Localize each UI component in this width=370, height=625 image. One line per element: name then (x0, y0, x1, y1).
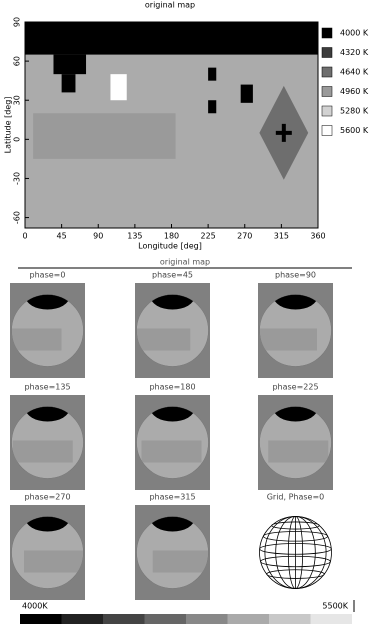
band (24, 550, 84, 573)
colorbar-step (144, 614, 186, 624)
sphere (11, 406, 84, 479)
x-tick-label: 270 (237, 232, 252, 241)
x-tick-label: 0 (22, 232, 27, 241)
colorbar-step (61, 614, 103, 624)
legend-swatch (321, 47, 333, 58)
map-title: original map (145, 1, 195, 10)
panels-label: original map (160, 258, 210, 267)
sphere (11, 294, 84, 367)
sphere (259, 406, 332, 479)
colorbar-step (20, 614, 62, 624)
y-tick-label: -60 (13, 211, 22, 224)
sphere (259, 294, 332, 367)
colorbar-step (227, 614, 269, 624)
legend-swatch (321, 125, 333, 136)
x-tick-label: 225 (200, 232, 215, 241)
y-tick-label: -30 (13, 172, 22, 185)
band (268, 440, 329, 463)
x-tick-label: 315 (274, 232, 289, 241)
polar-cap (273, 406, 318, 422)
polar-cap (150, 406, 195, 422)
legend-label: 4960 K (340, 87, 369, 96)
x-tick-label: 90 (93, 232, 103, 241)
region (25, 22, 318, 55)
sphere (136, 516, 209, 589)
y-tick-label: 30 (13, 95, 22, 105)
colorbar-step (269, 614, 311, 624)
y-tick-label: 0 (13, 137, 22, 142)
band (136, 328, 191, 351)
region (110, 74, 127, 101)
panel-title: phase=45 (152, 271, 193, 280)
polar-cap (25, 294, 70, 310)
band (152, 550, 209, 573)
region (61, 74, 76, 93)
polar-cap (25, 406, 70, 422)
x-tick-label: 180 (164, 232, 179, 241)
legend-swatch (321, 105, 333, 117)
legend-swatch (321, 66, 333, 78)
region (33, 113, 176, 159)
legend-swatch (321, 27, 333, 39)
legend-label: 4320 K (340, 48, 369, 57)
x-tick-label: 360 (310, 232, 325, 241)
polar-cap (273, 294, 318, 310)
band (11, 328, 62, 351)
polar-cap (150, 294, 195, 310)
x-axis-label: Longitude [deg] (138, 242, 202, 251)
y-tick-label: 90 (13, 17, 22, 27)
legend-swatch (321, 86, 333, 97)
polar-cap (25, 516, 70, 532)
band (259, 328, 317, 351)
panel-title: phase=135 (24, 383, 70, 392)
region (240, 84, 253, 103)
colorbar-low: 4000K (22, 602, 48, 611)
panel-title: phase=315 (149, 493, 195, 502)
colorbar-step (186, 614, 228, 624)
panel-title: phase=90 (275, 271, 316, 280)
panel-title: phase=270 (24, 493, 70, 502)
grid-sphere (259, 516, 332, 589)
region (208, 67, 217, 81)
x-tick-label: 45 (57, 232, 67, 241)
y-axis-label: Latitude [deg] (4, 97, 13, 154)
panel-title: phase=225 (272, 383, 318, 392)
legend-label: 4640 K (340, 68, 369, 77)
sphere (136, 294, 209, 367)
legend-label: 5280 K (340, 107, 369, 116)
band (12, 440, 73, 463)
legend-label: 5600 K (340, 126, 369, 135)
panel-title: phase=180 (149, 383, 195, 392)
region (53, 54, 87, 75)
colorbar-step (103, 614, 145, 624)
legend-label: 4000 K (340, 29, 369, 38)
spot-core (275, 123, 292, 142)
colorbar-step (310, 614, 352, 624)
sphere (136, 406, 209, 479)
panel-title: phase=0 (30, 271, 66, 280)
band (141, 440, 202, 463)
x-tick-label: 135 (127, 232, 142, 241)
region (208, 100, 217, 114)
colorbar-high: 5500K (322, 602, 348, 611)
sphere (11, 516, 84, 589)
panel-title: Grid, Phase=0 (267, 493, 325, 502)
polar-cap (150, 516, 195, 532)
y-tick-label: 60 (13, 56, 22, 66)
